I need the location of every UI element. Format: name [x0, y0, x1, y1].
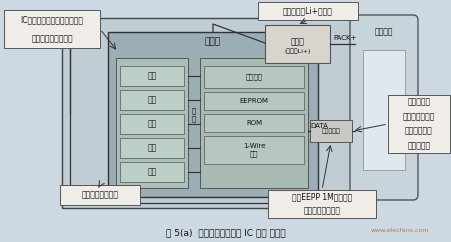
Bar	[203, 92, 304, 110]
Bar	[108, 32, 318, 197]
Bar	[258, 2, 357, 20]
Bar	[60, 185, 140, 205]
Bar	[309, 120, 351, 142]
Text: 用于存储历史数据: 用于存储历史数据	[303, 206, 340, 215]
Text: EEPROM: EEPROM	[239, 98, 268, 104]
Text: PACK-: PACK-	[332, 200, 351, 206]
Bar	[203, 136, 304, 164]
Text: 并削减成本: 并削减成本	[406, 141, 430, 150]
Text: 日志: 日志	[147, 144, 156, 152]
Text: 保护器: 保护器	[290, 38, 304, 46]
Text: 电量计: 电量计	[204, 38, 221, 46]
Bar	[267, 190, 375, 218]
Text: 可选的集成Li+保护器: 可选的集成Li+保护器	[282, 7, 332, 15]
Text: 系统处理器: 系统处理器	[321, 128, 340, 134]
Text: 便携产品: 便携产品	[374, 28, 392, 37]
Bar	[264, 25, 329, 63]
Bar	[120, 138, 184, 158]
Bar	[120, 114, 184, 134]
Bar	[120, 162, 184, 182]
Bar	[362, 50, 404, 170]
Text: www.elecfans.com: www.elecfans.com	[370, 227, 428, 233]
FancyBboxPatch shape	[349, 15, 417, 200]
Text: (仅用于Li+): (仅用于Li+)	[284, 48, 310, 54]
Text: 温度: 温度	[147, 96, 156, 105]
Text: 实现定制功能: 实现定制功能	[404, 127, 432, 136]
Text: 驻留于主机内，: 驻留于主机内，	[402, 112, 434, 121]
Bar	[120, 66, 184, 86]
Text: 模
数: 模 数	[192, 107, 196, 122]
Text: 集成检流电阻选项: 集成检流电阻选项	[81, 190, 118, 199]
Bar	[116, 58, 188, 188]
Text: PACK+: PACK+	[332, 35, 355, 41]
Bar	[62, 18, 351, 208]
Bar	[120, 90, 184, 110]
Text: 电流: 电流	[147, 167, 156, 176]
Text: 时间: 时间	[147, 120, 156, 129]
Text: 集成EEPP 1M存储器，: 集成EEPP 1M存储器，	[291, 192, 351, 202]
Text: 电池组: 电池组	[84, 23, 99, 32]
Bar	[4, 10, 100, 48]
Text: 1-Wire
通讯: 1-Wire 通讯	[242, 143, 265, 157]
Bar	[199, 58, 307, 188]
Text: 图 5(a)  新型分离式电量计 IC 结构 示意图: 图 5(a) 新型分离式电量计 IC 结构 示意图	[166, 228, 285, 237]
Text: 电压: 电压	[147, 71, 156, 81]
Bar	[203, 114, 304, 132]
Text: DATA: DATA	[309, 123, 327, 129]
Text: 电量计算法: 电量计算法	[406, 98, 430, 107]
Bar	[387, 95, 449, 153]
Text: IC向主处理器提供电池电流、: IC向主处理器提供电池电流、	[20, 15, 83, 24]
Text: 安全保护: 安全保护	[245, 74, 262, 80]
Bar	[203, 66, 304, 88]
Text: 电压和温度测量结果: 电压和温度测量结果	[31, 34, 73, 43]
Text: ROM: ROM	[245, 120, 262, 126]
Text: $R_{sense}$: $R_{sense}$	[87, 191, 107, 201]
